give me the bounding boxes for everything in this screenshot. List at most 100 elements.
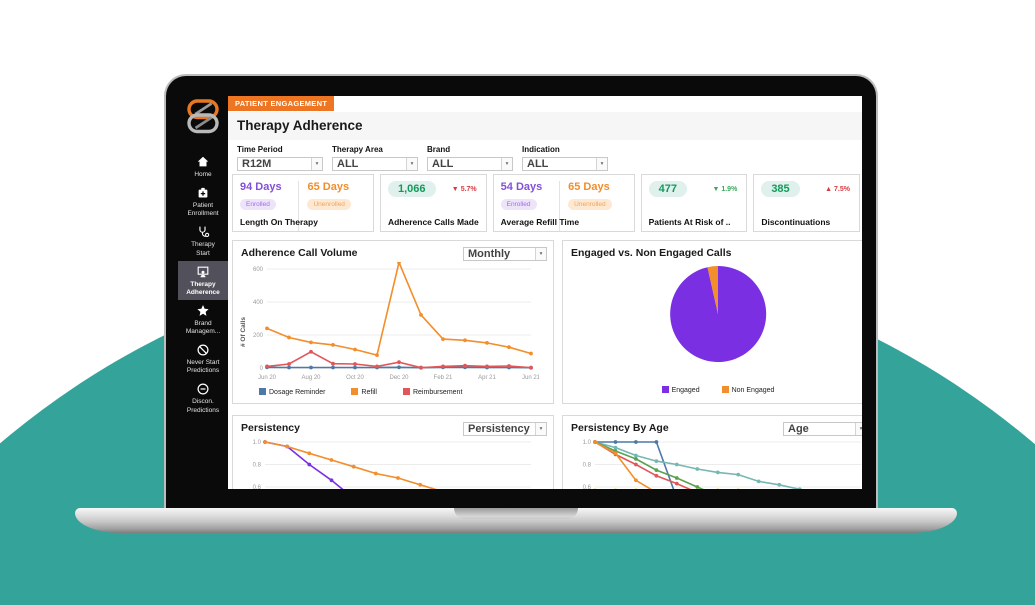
legend-swatch-icon <box>402 388 410 395</box>
data-point <box>695 485 700 489</box>
data-point <box>529 351 533 356</box>
chart-title: Persistency By Age <box>571 422 669 434</box>
data-point <box>634 478 638 483</box>
indication-select[interactable]: ALL ▾ <box>522 157 608 171</box>
page-title: Therapy Adherence <box>237 118 363 133</box>
x-tick-label: Apr 21 <box>478 375 496 381</box>
call-volume-frequency-select[interactable]: Monthly ▾ <box>463 247 547 261</box>
sidebar-item-home[interactable]: Home <box>178 151 228 182</box>
up-arrow-icon: ▲ <box>825 185 833 193</box>
data-point <box>331 365 335 370</box>
persistency-by-age-card: Persistency By Age Age ▾ 1.00.80.60.40.2 <box>562 415 862 489</box>
kpi-value: 477 <box>648 181 687 197</box>
kpi-value: 65 Days <box>307 181 350 193</box>
data-point <box>329 458 334 462</box>
age-select[interactable]: Age ▾ <box>783 422 862 436</box>
app-logo[interactable] <box>184 98 222 145</box>
chevron-down-icon: ▾ <box>406 158 417 170</box>
persistency-select[interactable]: Persistency ▾ <box>463 422 547 436</box>
data-point <box>634 453 638 458</box>
kpi-label: Length On Therapy <box>240 217 318 227</box>
legend-swatch-icon <box>661 386 669 393</box>
kpi-value: 94 Days <box>240 181 282 193</box>
kpi-value: 54 Days <box>500 181 543 193</box>
data-point <box>634 462 638 467</box>
chevron-down-icon: ▾ <box>311 158 322 170</box>
sidebar-item-therapy-adherence[interactable]: Therapy Adherence <box>178 260 228 300</box>
persistency-chart: 1.00.80.60.40.2 <box>253 440 531 489</box>
home-icon <box>178 155 228 169</box>
data-point <box>287 335 291 340</box>
enrolled-badge: Enrolled <box>500 199 537 210</box>
chart-title: Persistency <box>241 422 300 434</box>
data-point <box>614 488 617 489</box>
kpi-value: 1,066 <box>387 181 436 197</box>
dashboard-screen: Home Patient Enrollment <box>178 96 862 489</box>
y-axis-label: # Of Calls <box>240 317 247 347</box>
data-point <box>756 479 761 484</box>
y-tick-label: 200 <box>253 333 264 339</box>
kpi-row: 94 Days Enrolled 65 Days Unenrolled Leng… <box>232 174 860 232</box>
down-arrow-icon: ▼ <box>712 185 720 193</box>
data-point <box>309 340 313 345</box>
time-period-select[interactable]: R12M ▾ <box>237 157 323 171</box>
therapy-area-select[interactable]: ALL ▾ <box>332 157 418 171</box>
charts-row-1: Adherence Call Volume Monthly ▾ 0 200 400 6… <box>232 240 862 404</box>
data-point <box>353 365 357 370</box>
adherence-call-volume-card: Adherence Call Volume Monthly ▾ 0 200 400 6… <box>232 240 554 404</box>
data-point <box>285 444 290 449</box>
kpi-label: Discontinuations <box>761 217 831 227</box>
data-point <box>716 488 720 489</box>
data-point <box>797 487 802 489</box>
legend-item: Dosage Reminder <box>259 388 325 396</box>
legend-swatch-icon <box>721 386 729 393</box>
data-point <box>529 365 533 370</box>
kpi-delta-value: 5.7% <box>460 185 477 193</box>
legend-swatch-icon <box>351 388 359 395</box>
data-point <box>777 482 782 487</box>
pie-slice <box>707 266 718 314</box>
data-point <box>375 353 379 357</box>
enrolled-badge: Enrolled <box>240 199 276 210</box>
kpi-discontinuations: 385 ▲ 7.5% Discontinuations <box>753 174 860 232</box>
kpi-patients-at-risk: 477 ▼ 1.9% Patients At Risk of .. <box>640 174 748 232</box>
data-point <box>674 476 679 480</box>
brand-select[interactable]: ALL ▾ <box>427 157 513 171</box>
data-point <box>593 440 597 444</box>
data-point <box>654 459 659 463</box>
sidebar-item-never-start-predictions[interactable]: Never Start Predictions <box>178 339 228 378</box>
y-tick-label: 0.8 <box>583 463 592 469</box>
sidebar-item-therapy-start[interactable]: Therapy Start <box>178 221 228 260</box>
sidebar-item-label: Discon. Predictions <box>186 398 220 414</box>
data-point <box>736 488 740 489</box>
series-line <box>594 441 803 489</box>
laptop-base <box>75 508 957 533</box>
data-point <box>353 347 357 352</box>
sidebar-item-patient-enrollment[interactable]: Patient Enrollment <box>178 182 228 221</box>
y-tick-label: 0.8 <box>253 463 262 469</box>
data-point <box>507 345 511 350</box>
persistency-by-age-chart: 1.00.80.60.40.2 <box>583 440 861 489</box>
sidebar-item-label: Therapy Adherence <box>186 280 220 296</box>
y-tick-label: 600 <box>253 267 264 273</box>
data-point <box>695 467 700 471</box>
x-tick-label: Oct 20 <box>346 375 364 381</box>
legend-item: Engaged <box>661 386 700 394</box>
chevron-down-icon: ▾ <box>596 158 607 170</box>
data-point <box>613 445 618 450</box>
kpi-label: Adherence Calls Made <box>387 217 479 227</box>
therapy-start-icon <box>178 225 228 239</box>
x-tick-label: Jun 21 <box>522 375 539 381</box>
data-point <box>654 468 659 472</box>
data-point <box>613 440 618 444</box>
sidebar-item-discon-predictions[interactable]: Discon. Predictions <box>178 378 228 417</box>
title-bar: Therapy Adherence <box>228 112 862 140</box>
down-arrow-icon: ▼ <box>451 185 459 193</box>
sidebar-item-brand-management[interactable]: Brand Managem... <box>178 300 228 339</box>
series-line <box>266 350 532 369</box>
y-tick-label: 0 <box>260 366 264 372</box>
filter-label: Brand <box>427 145 451 154</box>
data-point <box>634 440 638 444</box>
